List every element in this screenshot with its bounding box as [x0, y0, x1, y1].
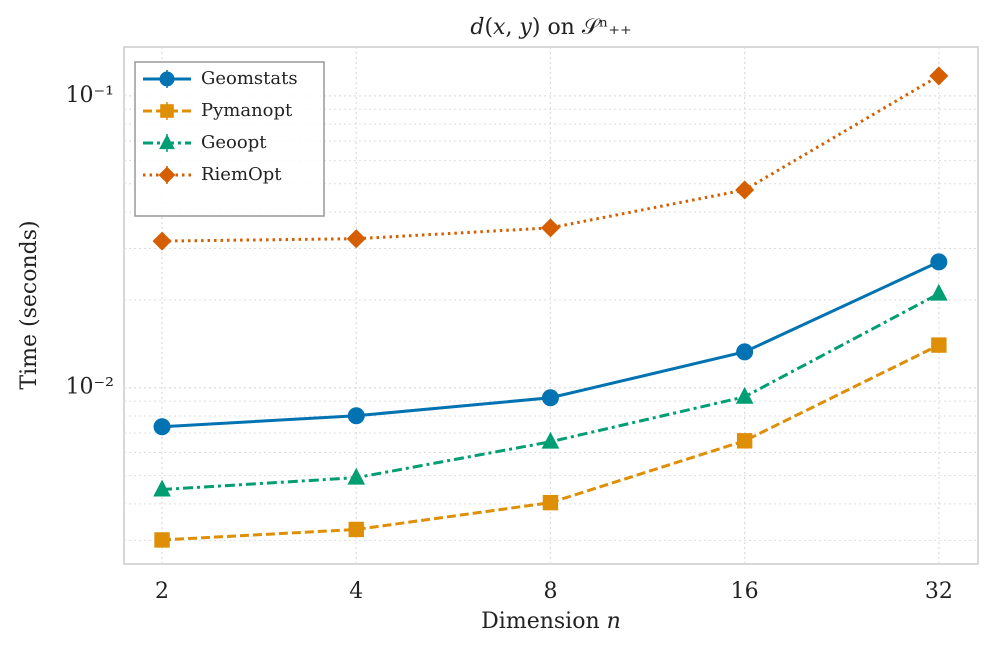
y-axis-label: Time (seconds): [17, 220, 42, 389]
y-tick-label: 10⁻¹: [66, 83, 114, 108]
marker: [540, 218, 560, 238]
marker: [930, 283, 948, 301]
marker: [153, 479, 171, 497]
marker: [930, 253, 948, 271]
x-tick-label: 8: [543, 579, 557, 604]
marker: [736, 343, 754, 361]
marker: [541, 389, 559, 407]
x-axis-label: Dimension 𝑛: [481, 609, 621, 634]
x-tick-label: 16: [731, 579, 759, 604]
marker: [931, 337, 947, 353]
marker: [541, 431, 560, 449]
marker: [160, 104, 174, 118]
y-tick-label: 10⁻²: [66, 375, 114, 400]
chart-title: 𝑑(𝑥, 𝑦) on 𝒮ⁿ₊₊: [470, 15, 631, 40]
marker: [346, 229, 366, 249]
marker: [158, 166, 176, 184]
marker: [159, 71, 175, 87]
marker: [735, 180, 755, 200]
marker: [153, 418, 171, 436]
legend-label: RiemOpt: [201, 164, 282, 185]
x-tick-label: 4: [349, 579, 363, 604]
marker: [736, 433, 753, 449]
marker: [542, 494, 559, 511]
legend-label: Geoopt: [201, 132, 267, 153]
legend: Geomstats Pymanopt Geoopt RiemOpt: [134, 61, 325, 217]
marker: [347, 407, 365, 425]
x-tick-label: 2: [155, 579, 169, 604]
marker: [347, 467, 366, 485]
legend-label: Geomstats: [201, 68, 298, 89]
marker: [348, 521, 364, 538]
marker: [159, 134, 175, 150]
marker: [735, 386, 754, 404]
marker: [929, 66, 949, 86]
x-tick-label: 32: [925, 579, 953, 604]
marker: [154, 532, 170, 548]
legend-label: Pymanopt: [201, 100, 293, 121]
marker: [152, 231, 172, 251]
